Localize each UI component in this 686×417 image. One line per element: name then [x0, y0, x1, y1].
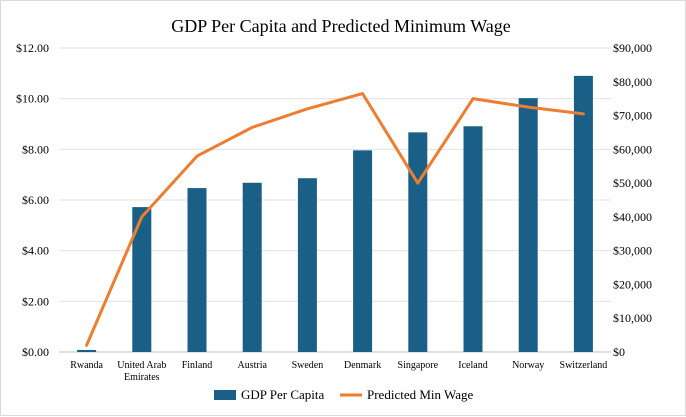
gdp-bar [298, 178, 317, 352]
category-label: Austria [237, 360, 267, 371]
category-label: Sweden [292, 360, 324, 371]
gdp-bar [408, 132, 427, 352]
right-tick-label: $20,000 [613, 277, 652, 291]
category-label: Emirates [124, 372, 160, 383]
left-tick-label: $6.00 [22, 193, 49, 207]
left-tick-label: $12.00 [16, 41, 49, 55]
right-tick-label: $40,000 [613, 210, 652, 224]
left-tick-label: $4.00 [22, 244, 49, 258]
left-axis-ticks: $0.00 $2.00 $4.00 $6.00 $8.00 $10.00 $12.00 [16, 41, 49, 359]
gdp-bar [353, 150, 372, 352]
category-label: Switzerland [560, 360, 608, 371]
right-tick-label: $90,000 [613, 41, 652, 55]
legend-swatch-gdp [214, 390, 236, 400]
right-tick-label: $60,000 [613, 142, 652, 156]
legend-label-gdp: GDP Per Capita [241, 387, 325, 402]
gdp-bars [77, 76, 593, 352]
chart-title: GDP Per Capita and Predicted Minimum Wag… [171, 16, 511, 36]
category-label: Iceland [458, 360, 487, 371]
right-axis-ticks: $0 $10,000 $20,000 $30,000 $40,000 $50,000 $60… [613, 41, 652, 359]
left-tick-label: $0.00 [22, 345, 49, 359]
right-tick-label: $80,000 [613, 75, 652, 89]
category-label: Singapore [398, 360, 439, 371]
right-tick-label: $70,000 [613, 109, 652, 123]
category-label: United Arab [117, 360, 166, 371]
gdp-bar [188, 188, 207, 352]
min-wage-line [87, 94, 584, 346]
category-label: Rwanda [70, 360, 103, 371]
right-tick-label: $30,000 [613, 244, 652, 258]
legend-label-min-wage: Predicted Min Wage [367, 387, 474, 402]
min-wage-line-path [87, 94, 584, 346]
right-tick-label: $0 [613, 345, 625, 359]
gdp-bar [243, 183, 262, 352]
gdp-bar [464, 126, 483, 352]
gdp-bar [574, 76, 593, 352]
category-label: Finland [182, 360, 213, 371]
gdp-bar [77, 350, 96, 352]
gdp-bar [519, 98, 538, 352]
category-label: Denmark [344, 360, 381, 371]
right-tick-label: $10,000 [613, 311, 652, 325]
left-tick-label: $8.00 [22, 142, 49, 156]
left-tick-label: $10.00 [16, 92, 49, 106]
category-label: Norway [512, 360, 544, 371]
left-tick-label: $2.00 [22, 294, 49, 308]
right-tick-label: $50,000 [613, 176, 652, 190]
legend: GDP Per Capita Predicted Min Wage [214, 387, 474, 402]
